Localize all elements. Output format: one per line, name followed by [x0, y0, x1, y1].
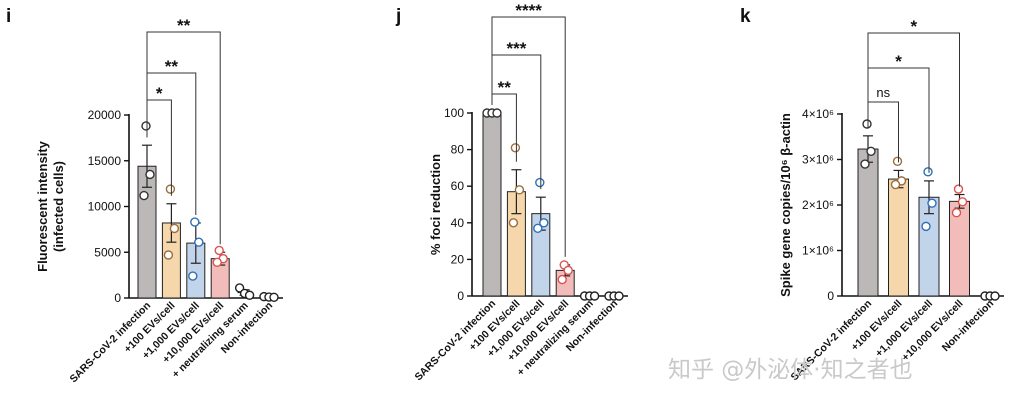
data-point [194, 237, 204, 247]
data-point [212, 257, 222, 268]
data-point [557, 274, 567, 285]
y-tick-label: 1×10⁶ [802, 244, 834, 258]
data-point [921, 221, 931, 232]
data-point [244, 290, 255, 300]
data-point [510, 143, 521, 153]
data-point [492, 108, 502, 118]
significance-label: ns [876, 85, 890, 100]
data-point [139, 190, 149, 201]
data-point [535, 177, 545, 188]
data-point [188, 271, 198, 281]
data-point [890, 179, 901, 190]
data-point [860, 159, 870, 169]
data-point [563, 265, 573, 276]
data-point [269, 292, 279, 302]
significance-bracket [867, 32, 960, 187]
y-tick-label: 0 [114, 291, 121, 305]
data-point [165, 184, 176, 194]
significance-bracket [146, 31, 221, 245]
watermark-text: 知乎 @外泌体·知之者也 [668, 357, 913, 383]
y-tick-label: 0 [457, 289, 464, 303]
bar [482, 112, 502, 297]
significance-label: ** [165, 57, 179, 76]
data-point [953, 184, 964, 194]
data-point [951, 208, 962, 218]
data-point [614, 291, 624, 301]
y-tick-label: 2×10⁶ [802, 198, 834, 212]
data-point [190, 217, 200, 227]
y-axis-label: Spike gene copies/10⁶ β-actin [778, 113, 793, 297]
y-axis-label: (infected cells) [51, 161, 66, 252]
y-axis-label: % foci reduction [428, 154, 443, 255]
y-tick-label: 4×10⁶ [802, 107, 834, 121]
significance-bracket [491, 16, 566, 257]
y-tick-label: 60 [451, 179, 465, 193]
data-point [508, 218, 519, 228]
significance-label: ** [177, 16, 191, 35]
panel-letter: j [395, 6, 401, 27]
data-point [923, 167, 933, 177]
data-point [514, 185, 525, 195]
data-point [169, 223, 180, 234]
data-point [539, 218, 549, 228]
significance-label: **** [515, 1, 542, 20]
data-point [141, 121, 151, 131]
data-point [533, 223, 543, 233]
y-tick-label: 80 [451, 143, 465, 157]
significance-label: * [895, 52, 902, 71]
data-point [957, 197, 968, 207]
bar [888, 178, 909, 297]
chart-panel-i: i 0 5000 10000 15000 20000 Fluorescent intensi… [6, 6, 283, 385]
data-point [862, 119, 872, 129]
panel-letter: k [740, 6, 751, 27]
y-tick-label: 3×10⁶ [802, 153, 834, 167]
y-tick-label: 20000 [88, 108, 122, 122]
data-point [145, 169, 155, 180]
bar [857, 148, 879, 297]
data-point [589, 291, 600, 301]
data-point [892, 156, 903, 167]
data-point [990, 291, 1000, 301]
data-point [927, 198, 937, 208]
y-tick-label: 0 [827, 289, 834, 303]
significance-label: * [156, 84, 163, 103]
significance-label: * [910, 17, 917, 36]
data-point [866, 146, 876, 157]
y-tick-label: 10000 [88, 200, 122, 214]
significance-label: *** [506, 39, 526, 58]
data-point [163, 250, 174, 260]
panel-letter: i [6, 6, 11, 27]
data-point [214, 245, 224, 256]
y-tick-label: 15000 [88, 154, 122, 168]
significance-label: ** [498, 78, 512, 97]
y-tick-label: 5000 [94, 245, 121, 259]
chart-panel-k: k 0 1×10⁶ 2×10⁶ 3×10⁶ 4×10⁶ Spike gene copies/… [740, 6, 1004, 383]
y-tick-label: 100 [444, 106, 464, 120]
y-tick-label: 40 [451, 216, 465, 230]
y-tick-label: 20 [451, 252, 465, 266]
y-axis-label: Fluorescent intensity [35, 140, 50, 272]
